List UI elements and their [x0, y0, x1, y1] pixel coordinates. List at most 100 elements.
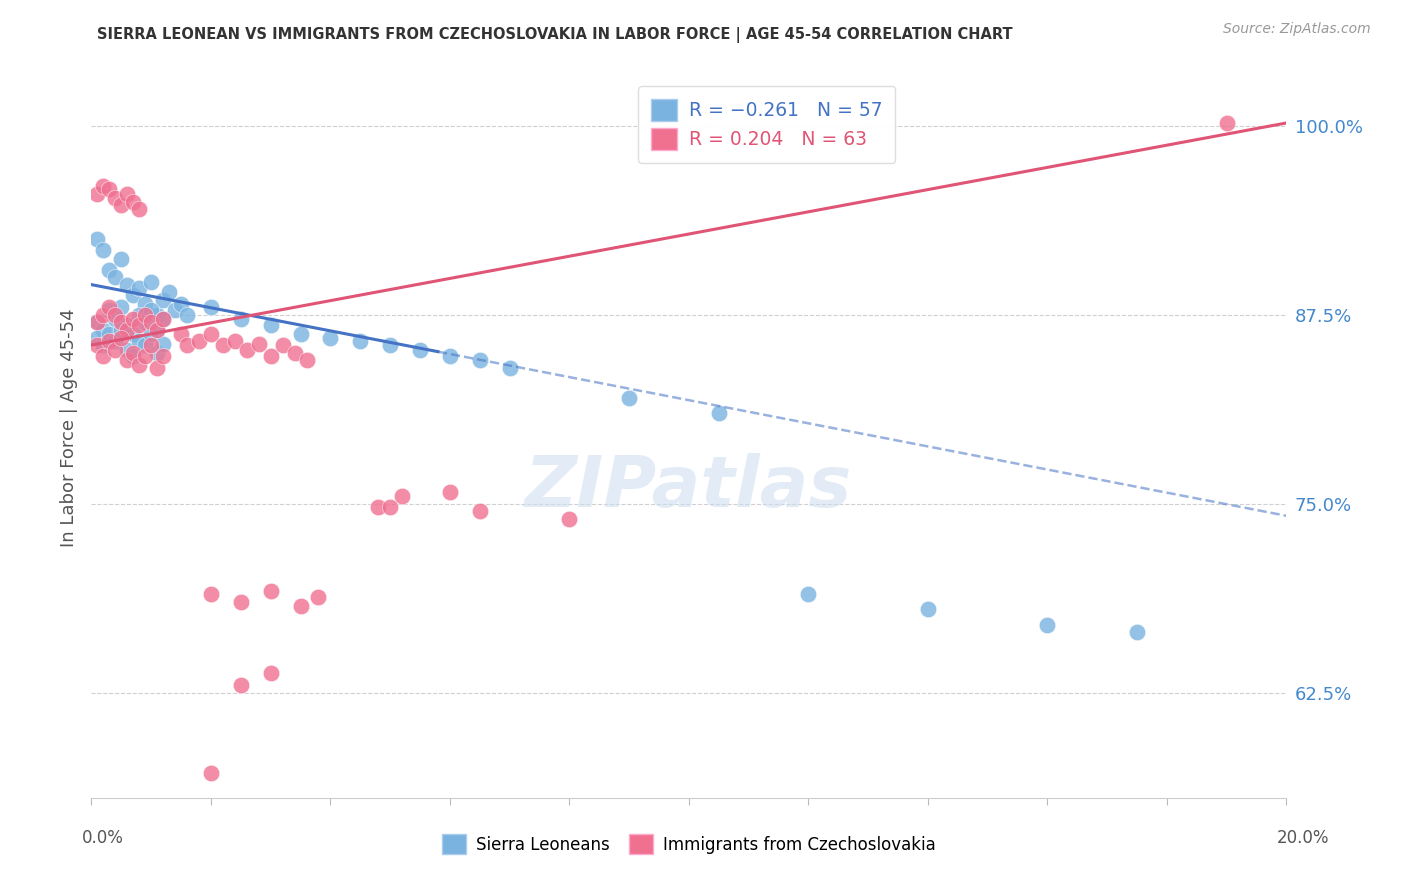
Point	[707, 406, 730, 420]
Point	[211, 338, 233, 352]
Point	[146, 360, 169, 375]
Point	[176, 308, 198, 322]
Point	[152, 349, 174, 363]
Point	[110, 300, 132, 314]
Point	[152, 336, 174, 351]
Point	[200, 765, 222, 780]
Point	[98, 303, 121, 318]
Text: Source: ZipAtlas.com: Source: ZipAtlas.com	[1223, 22, 1371, 37]
Point	[229, 678, 252, 692]
Point	[176, 338, 198, 352]
Point	[110, 197, 132, 211]
Point	[152, 293, 174, 307]
Text: SIERRA LEONEAN VS IMMIGRANTS FROM CZECHOSLOVAKIA IN LABOR FORCE | AGE 45-54 CORR: SIERRA LEONEAN VS IMMIGRANTS FROM CZECHO…	[97, 27, 1012, 43]
Legend: Sierra Leoneans, Immigrants from Czechoslovakia: Sierra Leoneans, Immigrants from Czechos…	[436, 828, 942, 861]
Point	[122, 345, 145, 359]
Point	[259, 318, 281, 333]
Point	[146, 323, 169, 337]
Point	[93, 338, 115, 352]
Point	[146, 308, 169, 322]
Point	[290, 327, 312, 342]
Point	[115, 353, 138, 368]
Point	[380, 338, 402, 352]
Point	[141, 303, 163, 318]
Point	[93, 323, 115, 337]
Point	[141, 315, 163, 329]
Point	[86, 338, 108, 352]
Point	[122, 312, 145, 326]
Point	[93, 179, 115, 194]
Y-axis label: In Labor Force | Age 45-54: In Labor Force | Age 45-54	[59, 309, 77, 548]
Point	[367, 500, 389, 514]
Point	[146, 323, 169, 337]
Point	[200, 327, 222, 342]
Point	[619, 391, 641, 405]
Text: 20.0%: 20.0%	[1277, 829, 1330, 847]
Point	[110, 323, 132, 337]
Text: ZIPatlas: ZIPatlas	[526, 453, 852, 522]
Point	[146, 345, 169, 359]
Point	[284, 345, 307, 359]
Point	[128, 334, 150, 348]
Point	[259, 349, 281, 363]
Point	[115, 318, 138, 333]
Point	[128, 358, 150, 372]
Point	[439, 349, 461, 363]
Point	[128, 202, 150, 216]
Point	[86, 186, 108, 201]
Point	[122, 327, 145, 342]
Point	[229, 312, 252, 326]
Point	[104, 308, 127, 322]
Point	[98, 262, 121, 277]
Point	[93, 308, 115, 322]
Point	[224, 334, 246, 348]
Point	[110, 330, 132, 344]
Point	[170, 297, 193, 311]
Point	[98, 300, 121, 314]
Point	[558, 512, 581, 526]
Point	[259, 665, 281, 680]
Point	[122, 194, 145, 209]
Point	[235, 343, 259, 357]
Point	[115, 323, 138, 337]
Point	[439, 484, 461, 499]
Point	[104, 312, 127, 326]
Point	[1216, 116, 1239, 130]
Point	[104, 343, 127, 357]
Point	[229, 595, 252, 609]
Point	[499, 360, 522, 375]
Point	[134, 338, 156, 352]
Point	[110, 315, 132, 329]
Point	[104, 334, 127, 348]
Point	[128, 280, 150, 294]
Point	[93, 243, 115, 257]
Point	[319, 330, 342, 344]
Point	[188, 334, 211, 348]
Point	[128, 318, 150, 333]
Point	[134, 349, 156, 363]
Point	[409, 343, 432, 357]
Point	[122, 349, 145, 363]
Point	[86, 315, 108, 329]
Point	[247, 336, 270, 351]
Point	[141, 327, 163, 342]
Point	[349, 334, 371, 348]
Point	[115, 277, 138, 292]
Point	[271, 338, 294, 352]
Point	[115, 186, 138, 201]
Point	[163, 303, 186, 318]
Point	[1036, 617, 1059, 632]
Point	[380, 500, 402, 514]
Point	[917, 602, 939, 616]
Point	[141, 275, 163, 289]
Point	[86, 330, 108, 344]
Point	[110, 252, 132, 266]
Point	[170, 327, 193, 342]
Point	[86, 315, 108, 329]
Point	[290, 599, 312, 614]
Point	[98, 327, 121, 342]
Point	[86, 232, 108, 246]
Text: 0.0%: 0.0%	[82, 829, 124, 847]
Point	[1126, 625, 1149, 640]
Point	[122, 288, 145, 302]
